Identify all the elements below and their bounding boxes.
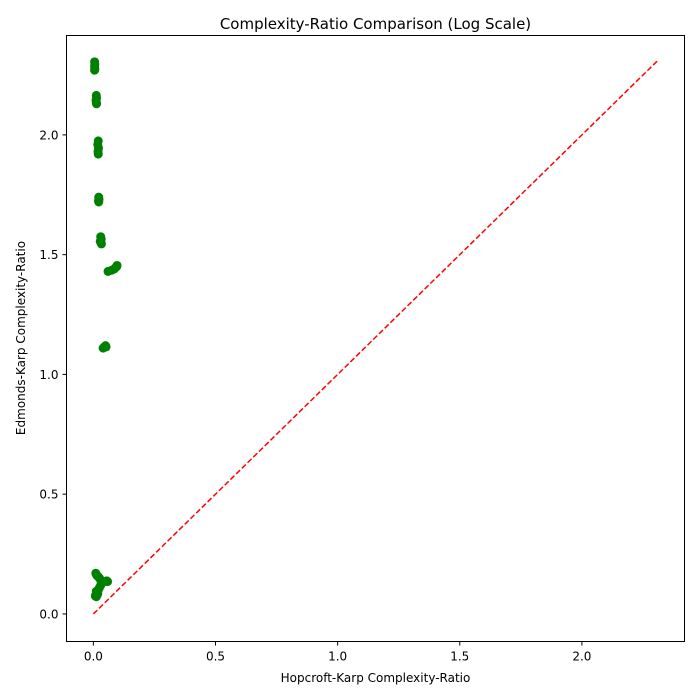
x-tick-label: 2.0 <box>572 650 591 664</box>
x-tick-label: 0.0 <box>84 650 103 664</box>
reference-line-layer <box>92 60 659 615</box>
data-point <box>112 260 122 270</box>
data-point <box>92 590 102 600</box>
data-point <box>90 65 100 75</box>
chart-title: Complexity-Ratio Comparison (Log Scale) <box>220 15 531 33</box>
data-point <box>94 197 104 207</box>
y-tick-label: 1.5 <box>39 248 58 262</box>
plot-frame <box>66 35 685 642</box>
y-tick-label: 0.5 <box>39 488 58 502</box>
y-axis: 0.0 0.5 1.0 1.5 2.0 <box>39 128 67 621</box>
x-tick-label: 1.0 <box>328 650 347 664</box>
data-points <box>90 57 122 602</box>
reference-line <box>92 60 659 615</box>
x-axis-label: Hopcroft-Karp Complexity-Ratio <box>281 671 471 685</box>
y-tick-label: 1.0 <box>39 368 58 382</box>
x-tick-label: 1.5 <box>450 650 469 664</box>
y-tick-label: 0.0 <box>39 607 58 621</box>
data-point <box>96 239 106 249</box>
data-point <box>101 342 111 352</box>
data-point <box>93 149 103 159</box>
x-axis: 0.0 0.5 1.0 1.5 2.0 <box>84 641 591 664</box>
x-tick-label: 0.5 <box>206 650 225 664</box>
data-point <box>92 99 102 109</box>
data-point <box>96 580 106 590</box>
data-point <box>103 577 113 587</box>
y-tick-label: 2.0 <box>39 128 58 142</box>
y-axis-label: Edmonds-Karp Complexity-Ratio <box>14 241 28 435</box>
